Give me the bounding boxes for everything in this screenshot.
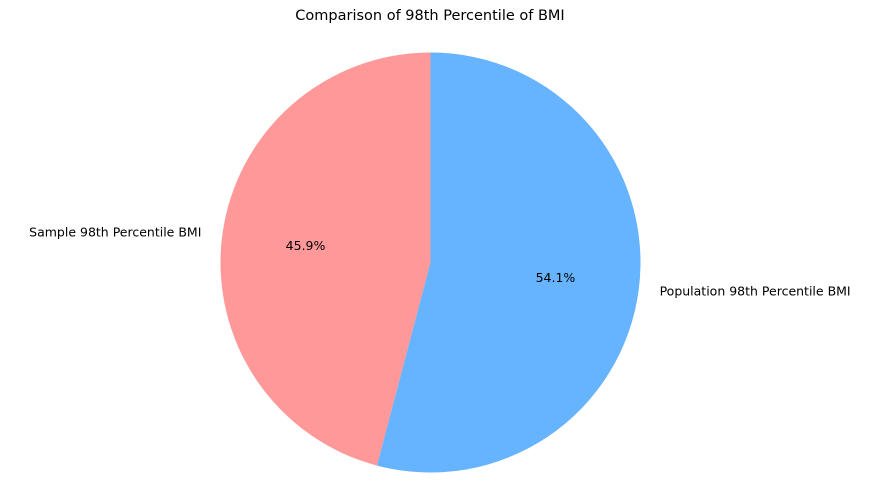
slice-percent-population-98th-percentile-bmi: 54.1% (536, 270, 576, 285)
pie-slice-sample-98th-percentile-bmi (220, 52, 431, 466)
slice-percent-sample-98th-percentile-bmi: 45.9% (286, 238, 326, 253)
slice-label-sample-98th-percentile-bmi: Sample 98th Percentile BMI (29, 224, 201, 239)
pie-slice-population-98th-percentile-bmi (377, 52, 641, 473)
slice-label-population-98th-percentile-bmi: Population 98th Percentile BMI (660, 284, 851, 299)
chart-title: Comparison of 98th Percentile of BMI (295, 8, 565, 24)
